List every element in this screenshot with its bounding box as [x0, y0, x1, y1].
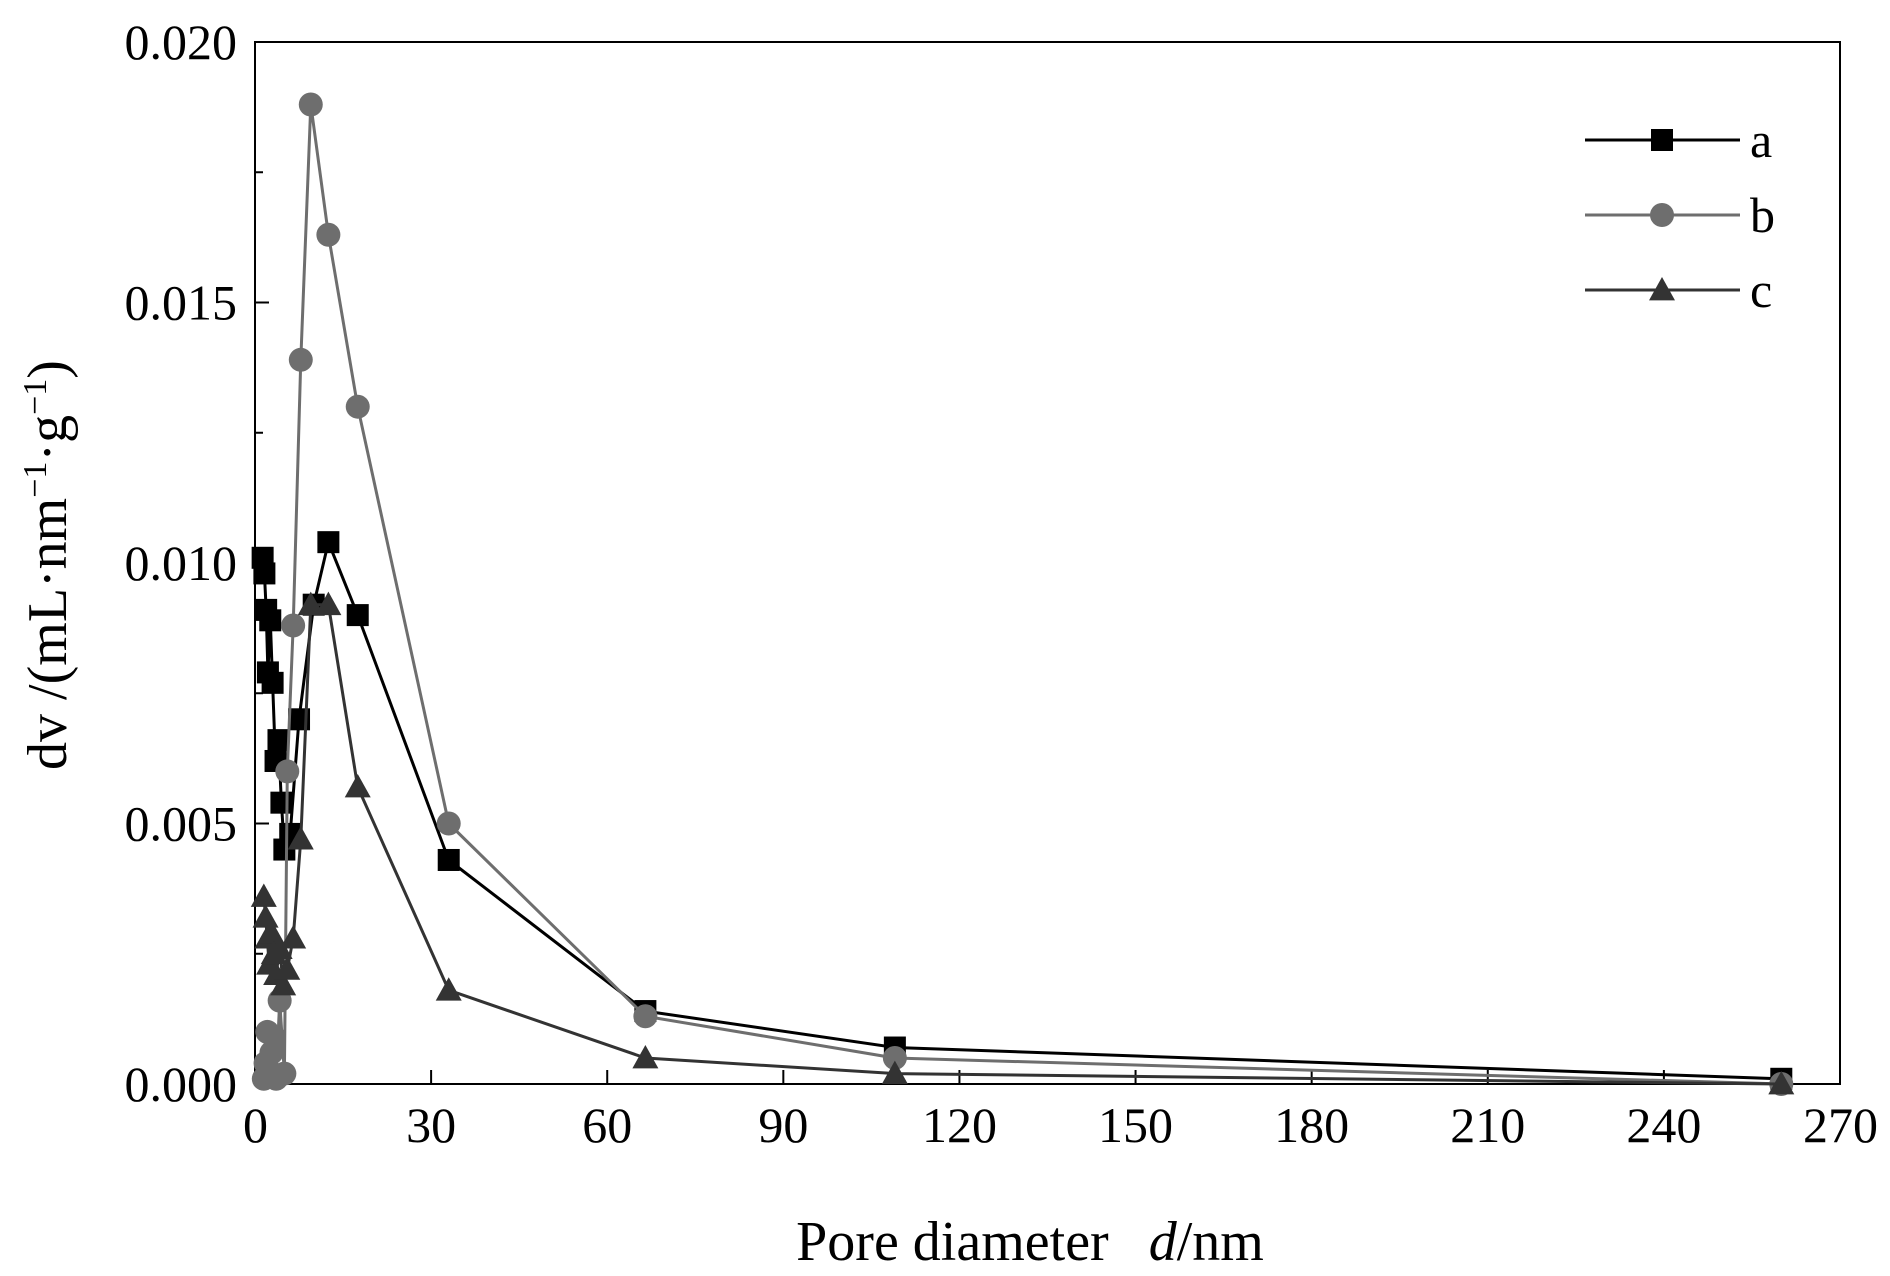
series-c-point [270, 972, 297, 996]
series-c-point [250, 883, 277, 907]
y-tick-label: 0.015 [125, 275, 238, 331]
series-b-point [288, 347, 313, 372]
y-tick-label: 0.010 [125, 535, 238, 591]
series-a-point [437, 848, 460, 871]
y-tick-label: 0.020 [125, 14, 238, 70]
series-b-point [316, 222, 341, 247]
series-a-point [317, 531, 340, 554]
series-c-point [297, 591, 324, 616]
series-c-point [258, 919, 285, 944]
y-axis-title: dv /(mL·nm−1·g−1) [17, 360, 79, 770]
y-tick-label: 0.000 [125, 1056, 238, 1112]
series-c-point [315, 591, 342, 616]
x-tick-label: 240 [1626, 1097, 1701, 1153]
x-tick-label: 0 [243, 1097, 268, 1153]
series-b-point [275, 759, 300, 784]
series-c-point [435, 977, 462, 1001]
series-b-point [298, 92, 323, 117]
series-b-point [345, 394, 370, 419]
series-b-point [633, 1004, 658, 1029]
x-axis-title: Pore diameter d/nm [796, 1211, 1264, 1273]
series-c-point [1768, 1071, 1795, 1095]
legend-label-b: b [1750, 187, 1775, 243]
x-tick-label: 180 [1274, 1097, 1349, 1153]
series-c-point [881, 1060, 908, 1084]
legend: abc [1585, 112, 1775, 318]
series-b-point [281, 613, 306, 638]
series-c [250, 591, 1795, 1095]
x-tick-label: 150 [1098, 1097, 1173, 1153]
x-axis-ticks: 0 30 60 90 120 150 180 210 240 270 [243, 1070, 1878, 1153]
series-a-point [270, 791, 293, 814]
series-c-point [280, 925, 307, 949]
legend-label-a: a [1750, 112, 1772, 168]
legend-label-c: c [1750, 262, 1772, 318]
x-tick-label: 30 [406, 1097, 456, 1153]
series-b-line [262, 103, 1782, 1086]
series-b-point [882, 1045, 907, 1070]
legend-marker-a [1651, 129, 1673, 151]
series-b-point [272, 1061, 297, 1086]
y-axis-ticks: 0.000 0.005 0.010 0.015 0.020 [125, 14, 269, 1112]
x-tick-label: 60 [582, 1097, 632, 1153]
series-c-line [262, 603, 1782, 1086]
series-c-point [252, 904, 279, 928]
x-tick-label: 270 [1803, 1097, 1878, 1153]
series-c-point [287, 826, 314, 850]
series-a-point [267, 729, 290, 752]
x-tick-label: 120 [922, 1097, 997, 1153]
series-c-point [632, 1044, 659, 1069]
series-c-point [344, 774, 371, 798]
legend-marker-b [1650, 203, 1674, 227]
legend-marker-c [1649, 277, 1675, 301]
series-a-point [261, 671, 284, 694]
series-a-point [253, 562, 276, 585]
y-tick-label: 0.005 [125, 796, 238, 852]
series-a [251, 531, 1793, 1090]
series-a-point [259, 609, 282, 632]
x-tick-label: 90 [758, 1097, 808, 1153]
series-c-point [274, 956, 301, 980]
x-tick-label: 210 [1450, 1097, 1525, 1153]
series-b-point [261, 1025, 286, 1050]
plot-frame [254, 41, 1841, 1085]
series-b [251, 92, 1794, 1096]
series-b-point [436, 811, 461, 836]
series-a-point [346, 604, 369, 627]
series-a-line [261, 540, 1782, 1081]
series-layer [250, 92, 1795, 1096]
series-c-point [266, 935, 293, 959]
